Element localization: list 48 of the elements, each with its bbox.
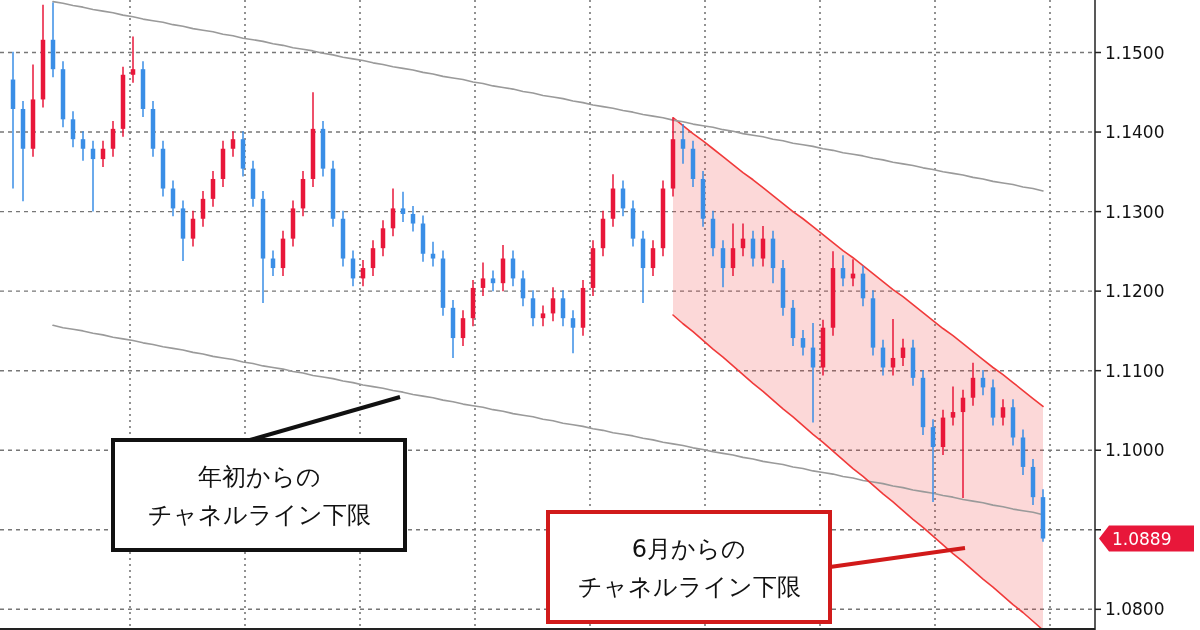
- candlestick: [650, 239, 656, 277]
- candlestick: [210, 170, 216, 208]
- candlestick: [190, 210, 196, 248]
- candlestick: [730, 222, 736, 277]
- y-tick-label: 1.1400: [1105, 122, 1165, 143]
- candlestick: [750, 229, 756, 268]
- candlestick: [880, 338, 886, 377]
- y-tick-label: 1.1300: [1105, 201, 1165, 222]
- candlestick: [200, 190, 206, 228]
- annotation: 年初からのチャネルライン下限: [147, 463, 371, 529]
- candlestick: [70, 110, 76, 148]
- y-tick-label: 1.1500: [1105, 42, 1165, 63]
- candlestick: [110, 120, 116, 158]
- annotation: 6月からのチャネルライン下限: [577, 535, 801, 601]
- y-tick-label: 1.1000: [1105, 440, 1165, 461]
- candlestick: [560, 289, 566, 327]
- candlestick: [680, 123, 686, 165]
- candlestick: [400, 190, 406, 223]
- candlestick: [930, 418, 936, 503]
- candlestick: [490, 269, 496, 292]
- candlestick: [530, 289, 536, 327]
- y-tick-label: 1.0800: [1105, 599, 1165, 620]
- candlestick: [720, 239, 726, 288]
- candlestick: [950, 385, 956, 427]
- candlestick: [970, 361, 976, 407]
- candlestick: [570, 309, 576, 354]
- candlestick: [370, 239, 376, 277]
- candlestick: [480, 261, 486, 297]
- candlestick: [460, 309, 466, 347]
- line-series: [672, 116, 1044, 408]
- candlestick: [410, 205, 416, 233]
- candlestick: [520, 269, 526, 307]
- text: 1.0889: [1112, 528, 1172, 549]
- candlestick: [130, 35, 136, 84]
- y-tick-label: 1.1100: [1105, 360, 1165, 381]
- candlestick: [540, 304, 546, 327]
- candlestick: [810, 322, 816, 424]
- candlestick: [380, 219, 386, 257]
- candlestick: [890, 318, 896, 377]
- line-series: [52, 0, 1044, 192]
- candlestick: [1000, 398, 1006, 427]
- candlestick: [800, 329, 806, 357]
- candlestick: [390, 187, 396, 237]
- candlestick: [430, 241, 436, 268]
- candlestick: [80, 130, 86, 162]
- candlestick: [760, 225, 766, 268]
- candlestick: [230, 130, 236, 158]
- y-tick-label: 1.1200: [1105, 281, 1165, 302]
